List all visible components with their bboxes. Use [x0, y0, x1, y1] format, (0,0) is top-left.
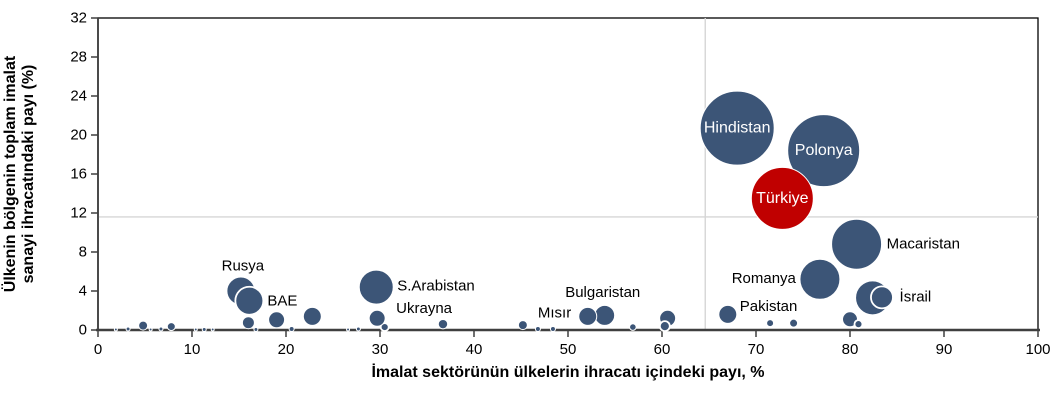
- y-tick-label: 24: [70, 88, 87, 105]
- bubble: [253, 327, 259, 333]
- bubble-macaristan: [831, 218, 883, 270]
- bubble-label-pakistan: Pakistan: [740, 298, 798, 315]
- bubble: [193, 327, 198, 332]
- x-tick-label: 40: [466, 341, 483, 358]
- x-tick-label: 80: [842, 341, 859, 358]
- x-tick-label: 10: [184, 341, 201, 358]
- y-tick-label: 0: [79, 322, 87, 339]
- y-axis: 0 4 8 12 16 20 24 28 32: [70, 10, 99, 339]
- bubble-romanya: [799, 258, 841, 300]
- x-tick-label: 90: [936, 341, 953, 358]
- bubble: [125, 326, 131, 332]
- bubble: [629, 323, 637, 331]
- bubble: [241, 316, 255, 330]
- x-tick-label: 30: [372, 341, 389, 358]
- y-axis-title-line1: Ülkenin bölgenin toplam imalat: [0, 55, 19, 292]
- bubble: [534, 326, 541, 333]
- bubble: [138, 320, 149, 331]
- bubble-label-i-srail: İsrail: [900, 287, 932, 305]
- bubble: [549, 326, 556, 333]
- bubble-label-bae: BAE: [267, 292, 297, 309]
- y-tick-label: 32: [70, 10, 87, 27]
- y-tick-label: 4: [79, 283, 87, 300]
- bubble: [346, 327, 351, 332]
- x-tick-label: 0: [94, 341, 102, 358]
- x-tick-label: 20: [278, 341, 295, 358]
- bubble-ukrayna: [368, 309, 386, 327]
- reference-lines: [98, 18, 1038, 330]
- bubble: [870, 285, 894, 310]
- bubble-label-macaristan: Macaristan: [887, 236, 960, 253]
- bubble: [268, 311, 286, 329]
- bubble-label-romanya: Romanya: [732, 270, 797, 287]
- y-tick-label: 28: [70, 49, 87, 66]
- y-tick-label: 12: [70, 205, 87, 222]
- bubble: [113, 327, 118, 332]
- x-tick-label: 60: [654, 341, 671, 358]
- y-axis-title-line2: sanayi ihracatındaki payı (%): [20, 65, 37, 284]
- bubble: [379, 322, 390, 332]
- bubble-label-hindistan: Hindistan: [704, 120, 771, 137]
- bubble-s-arabistan: [358, 269, 394, 305]
- bubble-label-t-rkiye: Türkiye: [756, 190, 809, 207]
- bubble: [201, 327, 207, 333]
- bubble-pakistan: [718, 304, 738, 324]
- bubble-label-polonya: Polonya: [795, 142, 853, 159]
- bubble: [355, 326, 361, 332]
- bubble-m-s-r: [517, 320, 528, 331]
- bubble-label-rusya: Rusya: [222, 258, 265, 275]
- bubble: [166, 322, 176, 332]
- y-tick-label: 20: [70, 127, 87, 144]
- y-tick-label: 8: [79, 244, 87, 261]
- y-tick-label: 16: [70, 166, 87, 183]
- x-tick-label: 70: [748, 341, 765, 358]
- bubble: [210, 327, 215, 332]
- bubble: [158, 326, 164, 332]
- bubble-label-s-arabistan: S.Arabistan: [397, 278, 475, 295]
- bubble: [302, 306, 322, 326]
- bubble-hindistan: [699, 90, 775, 166]
- bubble-label-ukrayna: Ukrayna: [396, 300, 453, 317]
- bubble-label-bulgaristan: Bulgaristan: [565, 284, 640, 301]
- x-axis: 0 10 20 30 40 50 60 70 80 90 100: [94, 328, 1051, 358]
- y-axis-title: Ülkenin bölgenin toplam imalat sanayi ih…: [0, 55, 37, 292]
- x-tick-label: 100: [1025, 341, 1050, 358]
- x-axis-title: İmalat sektörünün ülkelerin ihracatı içi…: [371, 363, 764, 381]
- bubble: [766, 319, 775, 328]
- bubble-label-m-s-r: Mısır: [538, 305, 571, 322]
- bubbles: [113, 90, 894, 333]
- bubble: [148, 327, 153, 332]
- bubble-bulgaristan: [578, 306, 598, 326]
- x-tick-label: 50: [560, 341, 577, 358]
- bubble-polonya: [787, 114, 861, 188]
- bubble: [288, 326, 295, 333]
- bubble-bae: [234, 285, 265, 316]
- bubble: [853, 319, 864, 330]
- bubble-t-rkiye: [750, 166, 814, 230]
- bubble: [437, 318, 449, 330]
- bubble: [789, 318, 799, 328]
- bubble: [658, 320, 671, 333]
- bubble: [594, 304, 616, 326]
